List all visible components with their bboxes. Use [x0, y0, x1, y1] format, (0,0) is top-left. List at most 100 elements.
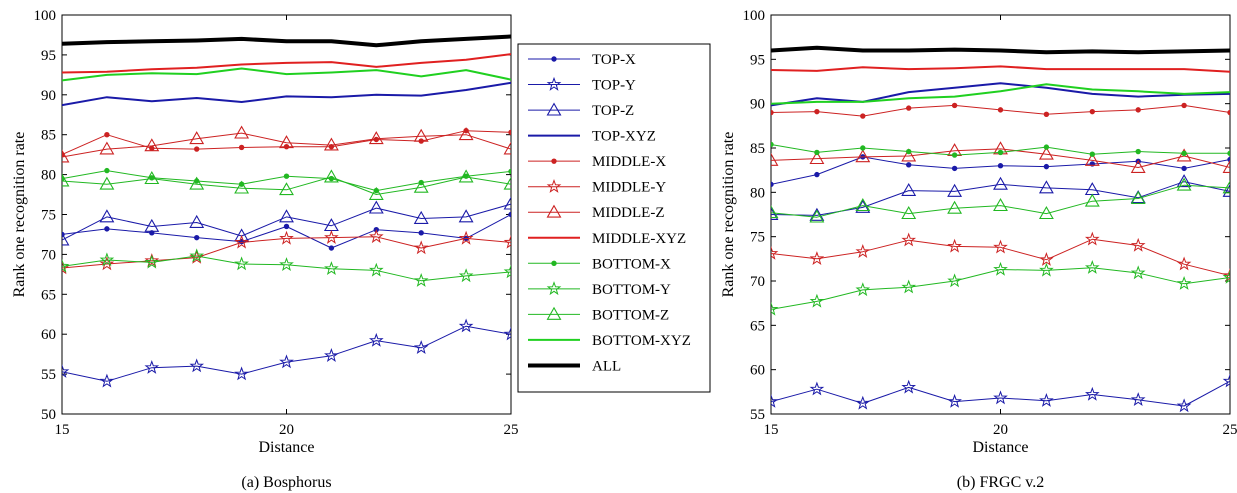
series-all [771, 45, 1230, 55]
series-point [1038, 146, 1054, 160]
series-point [503, 326, 511, 341]
legend-label: BOTTOM-X [592, 256, 671, 272]
legend-label: BOTTOM-Y [592, 282, 671, 298]
series-point [1222, 159, 1230, 173]
series-point [1176, 276, 1192, 290]
series-point [373, 136, 379, 143]
legend-item: TOP-XYZ [528, 129, 656, 145]
series-point [947, 183, 963, 197]
series-point [1222, 180, 1230, 194]
plot-frame [770, 14, 1231, 415]
series-point [814, 149, 820, 156]
series-line [62, 53, 511, 74]
series-point [1222, 269, 1230, 284]
series-top-y [771, 373, 1230, 413]
series-point [771, 301, 779, 316]
series-all [62, 34, 511, 48]
y-tick-label: 65 [41, 287, 56, 303]
series-point [947, 200, 963, 214]
series-point [1043, 163, 1050, 170]
series-point [189, 131, 205, 145]
y-tick-label: 95 [41, 48, 56, 64]
series-middle-y [771, 231, 1230, 282]
y-tick-label: 85 [750, 141, 765, 157]
legend-label: ALL [592, 358, 621, 374]
legend-item: TOP-Y [528, 76, 636, 94]
series-point [771, 245, 779, 260]
series-point [814, 108, 820, 115]
series-point [62, 364, 70, 378]
series-point [99, 176, 115, 190]
series-point [1181, 102, 1187, 109]
series-point [901, 148, 917, 162]
series-point [234, 234, 249, 249]
legend-swatch-marker [551, 260, 557, 267]
series-line [771, 65, 1230, 73]
series-point [104, 167, 110, 174]
x-tick-label: 25 [504, 422, 519, 438]
series-point [814, 171, 820, 178]
series-middle-x [62, 128, 511, 158]
legend-label: TOP-Y [592, 78, 636, 94]
series-point [809, 381, 825, 396]
series-point [144, 253, 160, 268]
series-point [279, 209, 294, 223]
series-point [1039, 252, 1054, 266]
series-point [149, 175, 155, 181]
series-point [413, 273, 429, 287]
series-point [324, 229, 339, 244]
chart-panel-a: 50 55 60 65 70 75 80 85 90 95 100 15 20 25 Distance Ran… [11, 8, 519, 491]
series-point [809, 293, 825, 308]
series-line [62, 176, 511, 195]
series-point [144, 138, 160, 152]
series-point [809, 150, 825, 165]
y-tick-label: 75 [41, 208, 56, 224]
series-point [458, 230, 474, 245]
y-tick-label: 90 [750, 97, 765, 113]
series-point [901, 379, 917, 394]
series-point [328, 245, 335, 251]
series-point [855, 197, 871, 212]
series-point [1130, 190, 1146, 204]
series-point [901, 232, 917, 247]
series-point [238, 144, 245, 151]
series-point [1176, 256, 1192, 271]
series-point [413, 128, 429, 142]
series-point [503, 264, 511, 279]
series-point [951, 165, 958, 172]
series-point [855, 395, 871, 410]
y-tick-label: 55 [41, 367, 56, 383]
series-point [368, 131, 384, 145]
series-point [189, 358, 205, 373]
series-point [1222, 268, 1230, 282]
series-point [1084, 231, 1100, 246]
series-point [279, 135, 294, 149]
series-point [508, 211, 511, 218]
series-line [62, 325, 511, 382]
series-point [328, 143, 335, 150]
series-point [99, 373, 115, 388]
series-middle-x [771, 102, 1230, 119]
series-point [1084, 260, 1100, 274]
x-tick-label: 15 [764, 422, 779, 438]
series-point [1227, 150, 1230, 157]
series-point [1130, 265, 1146, 280]
series-point [809, 251, 825, 266]
series-point [234, 125, 250, 139]
series-point [458, 209, 474, 223]
series-bottom-y [62, 248, 511, 287]
series-middle-xyz [62, 53, 511, 74]
series-point [860, 145, 866, 151]
series-point [1176, 398, 1192, 413]
series-point [1039, 393, 1054, 407]
series-point [947, 238, 962, 253]
legend-box [517, 43, 711, 393]
series-point [144, 254, 160, 269]
series-point [413, 340, 429, 355]
legend-label: MIDDLE-X [592, 154, 666, 170]
series-point [99, 209, 115, 223]
series-point [368, 262, 384, 277]
panel-caption: (b) FRGC v.2 [957, 474, 1044, 491]
series-point [503, 141, 511, 155]
legend-swatch-marker [546, 102, 562, 116]
